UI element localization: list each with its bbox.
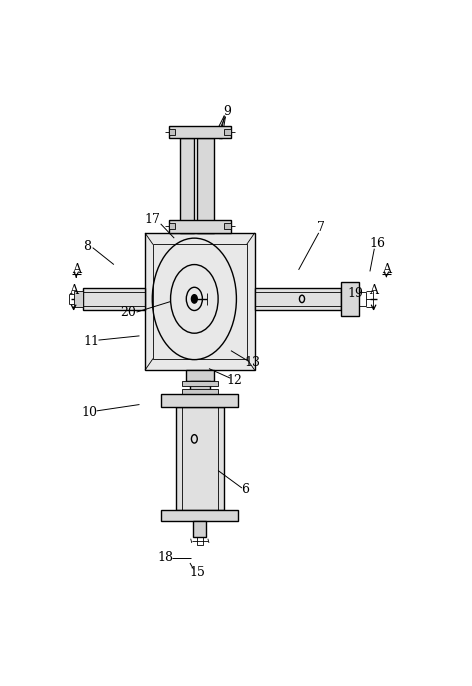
Text: 9: 9 [223, 105, 231, 118]
Text: 11: 11 [83, 335, 99, 348]
Bar [161, 394, 238, 407]
Text: 6: 6 [242, 482, 250, 495]
Text: 13: 13 [245, 356, 261, 369]
Bar [145, 233, 255, 370]
Text: 15: 15 [189, 566, 205, 579]
Bar [186, 370, 214, 381]
Text: 19: 19 [347, 287, 363, 300]
Text: 18: 18 [157, 552, 173, 564]
Text: A: A [69, 285, 78, 298]
Bar [197, 138, 214, 233]
Text: 12: 12 [227, 375, 243, 388]
Text: A: A [369, 285, 378, 298]
Text: 20: 20 [120, 305, 136, 318]
Bar [224, 224, 231, 229]
Bar [180, 138, 194, 233]
Bar [169, 126, 231, 138]
Bar [182, 389, 218, 394]
Bar [169, 220, 231, 233]
Bar [161, 510, 238, 521]
Circle shape [192, 295, 197, 303]
Bar [359, 292, 366, 306]
Text: 16: 16 [369, 237, 385, 250]
Text: A: A [72, 263, 81, 276]
Text: 8: 8 [84, 239, 92, 252]
Text: 17: 17 [144, 213, 160, 226]
Bar [169, 224, 175, 229]
Text: 7: 7 [317, 221, 324, 234]
Bar [224, 129, 231, 135]
Bar [190, 381, 210, 394]
Bar [176, 407, 224, 510]
Bar [182, 381, 218, 386]
Bar [83, 288, 145, 310]
Bar [75, 291, 83, 307]
Text: A: A [382, 263, 391, 276]
Text: 10: 10 [81, 406, 97, 419]
Bar [341, 282, 359, 316]
Bar [153, 244, 247, 359]
Bar [169, 129, 175, 135]
Bar [197, 536, 203, 545]
Bar [255, 288, 341, 310]
Bar [193, 521, 206, 536]
